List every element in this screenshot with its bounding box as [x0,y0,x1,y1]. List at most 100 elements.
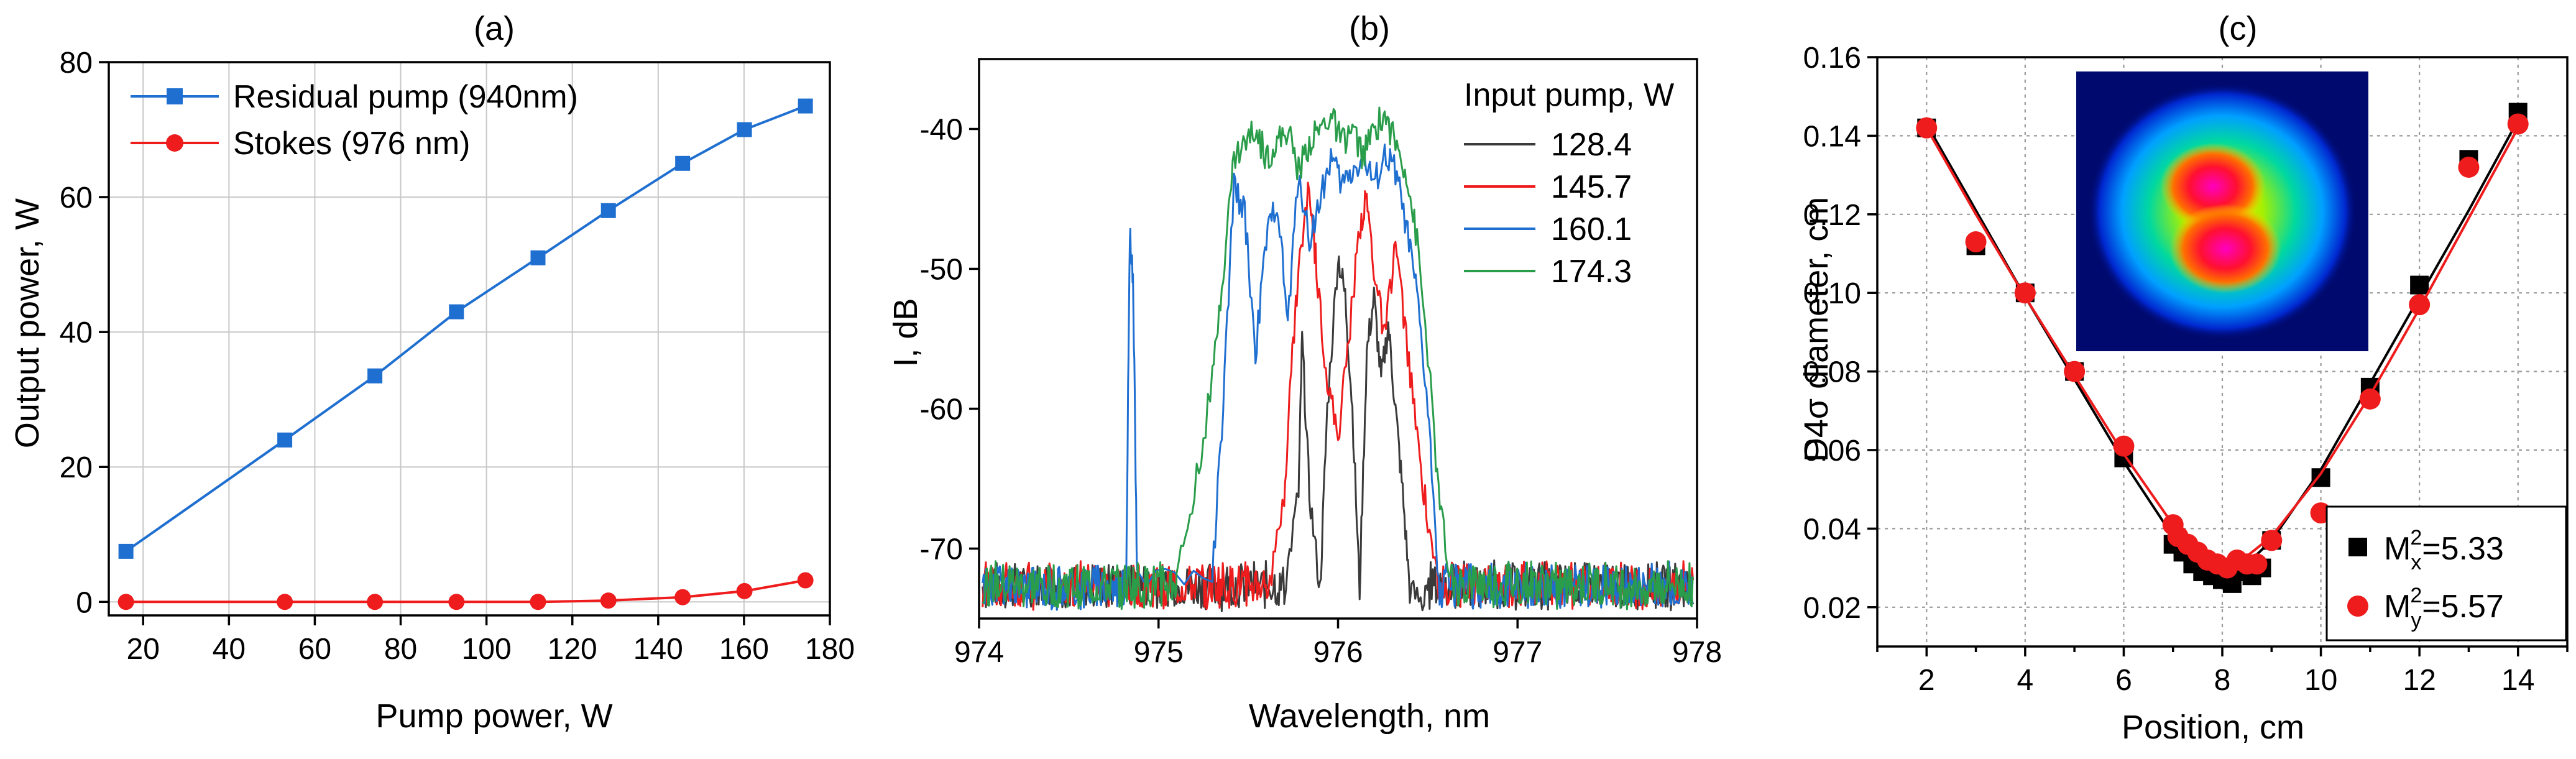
chart-a-series-1-point-0 [117,594,134,610]
chart-a-xtick-label-180: 180 [805,633,855,666]
chart-c-xtick-label-10: 10 [2304,664,2337,697]
chart-a-frame [108,61,831,617]
chart-b-ytick-label-1: -60 [920,393,963,426]
chart-c-series-0-point-18 [2410,275,2429,295]
legend-marker-mx [2348,538,2367,556]
chart-b: (b) 974 975 976 977 978 -70 -60 -50 -40 Waveleng… [887,10,1722,735]
chart-c-xtick-label-6: 6 [2115,664,2132,697]
chart-a-series-0-line [125,104,806,553]
legend-label-174: 174.3 [1551,254,1632,290]
chart-c-axes: 2 4 6 8 10 12 14 0.02 0.04 0.06 0.08 0.10 0.12 0.14 0.… [1803,42,2569,697]
legend-box-c [2325,505,2567,642]
beam-profile-inset [2076,71,2368,351]
chart-c-series-1-point-0 [1916,117,1938,139]
chart-b-xlabel: Wavelength, nm [1249,697,1490,735]
chart-a-series-1-point-2 [367,594,384,610]
chart-a-series-1-point-5 [600,592,617,609]
chart-b-series [982,106,1695,612]
chart-c-series-1-point-20 [2507,113,2529,135]
chart-a-ytick-label-4: 80 [60,47,93,80]
chart-b-ytick-label-2: -50 [920,254,963,287]
chart-c-ytick-label-1: 0.04 [1803,513,1861,546]
chart-c-ytick-label-6: 0.14 [1803,120,1861,153]
chart-a-title: (a) [474,10,515,47]
chart-b-ytick-label-0: -70 [920,533,963,566]
chart-a-series-0-point-8 [798,98,813,114]
chart-b-title: (b) [1349,10,1390,47]
chart-a-series-1-point-6 [674,589,691,605]
legend-label-160: 160.1 [1551,211,1632,247]
chart-c-series-1-point-14 [2246,553,2268,575]
chart-a-xtick-label-100: 100 [462,633,512,666]
chart-b-series-2-line [982,143,1694,611]
chart-a-ytick-label-3: 60 [60,182,93,214]
chart-c-xtick-label-12: 12 [2403,664,2436,697]
chart-c-legend: Mx2=5.33 My2=5.57 [2325,505,2567,642]
chart-a-xlabel: Pump power, W [375,697,612,735]
chart-a-xtick-label-20: 20 [127,633,160,666]
chart-a-series-1-point-7 [736,582,753,599]
chart-a-series-0-point-2 [367,368,383,384]
chart-a-series-1-point-8 [797,572,814,589]
legend-label-stokes: Stokes (976 nm) [233,126,471,162]
chart-c-xtick-label-2: 2 [1918,664,1935,697]
chart-a-xtick-label-160: 160 [719,633,769,666]
chart-b-legend: Input pump, W 128.4 145.7 160.1 174.3 [1464,77,1674,290]
chart-a-series-1-point-1 [277,594,293,610]
chart-c-series-1-point-18 [2409,294,2431,316]
legend-label-128: 128.4 [1551,127,1632,163]
chart-c-xlabel: Position, cm [2122,709,2304,746]
chart-c-xtick-label-8: 8 [2214,664,2231,697]
chart-c-series-1-point-15 [2261,530,2283,551]
chart-b-axes: 974 975 976 977 978 -70 -60 -50 -40 [920,58,1722,669]
legend-marker-my [2347,596,2368,617]
chart-b-ylabel: I, dB [887,298,924,367]
legend-label-mx: Mx2=5.33 [2384,526,2504,574]
chart-b-xtick-label-976: 976 [1313,636,1363,669]
chart-c-series-1-point-19 [2458,156,2480,178]
chart-c-xtick-label-14: 14 [2501,664,2534,697]
chart-b-series-3-line [982,106,1694,610]
chart-a-series-1-point-4 [530,594,546,610]
chart-a-series-0-point-3 [449,304,464,320]
chart-c-ylabel: D4σ diameter, cm [1798,197,1835,462]
chart-c-ytick-label-7: 0.16 [1803,42,1861,75]
chart-c-ytick-label-2: 0.06 [1803,435,1861,467]
chart-b-xtick-label-974: 974 [954,636,1004,669]
chart-c-series-1-point-3 [2064,361,2086,382]
chart-c-ytick-label-0: 0.02 [1803,592,1861,625]
chart-a-ylabel: Output power, W [9,198,46,448]
chart-c-series-1-point-4 [2113,435,2135,457]
chart-c-series [1916,103,2529,593]
legend-title-input-pump: Input pump, W [1464,77,1674,113]
legend-label-my: My2=5.57 [2384,584,2504,632]
chart-a-xtick-label-40: 40 [213,633,246,666]
chart-a-xtick-label-120: 120 [548,633,597,666]
chart-c-xtick-label-4: 4 [2017,664,2034,697]
chart-a-xtick-label-80: 80 [384,633,417,666]
legend-marker-residual-pump [167,88,183,104]
chart-a-legend: Residual pump (940nm) Stokes (976 nm) [131,79,578,162]
legend-marker-stokes [166,134,183,152]
chart-c-ytick-label-5: 0.12 [1803,199,1861,232]
chart-a-series-0-point-4 [530,250,546,265]
chart-b-xtick-label-977: 977 [1493,636,1542,669]
chart-a-ytick-label-2: 40 [60,316,93,349]
chart-a-series-0-point-1 [277,432,293,448]
chart-a-xtick-label-140: 140 [633,633,683,666]
chart-a-series-1-line [126,579,806,604]
chart-c-title: (c) [2219,10,2258,47]
legend-label-145: 145.7 [1551,169,1632,205]
chart-a-series-0-point-5 [600,203,616,218]
chart-b-xtick-label-978: 978 [1672,636,1722,669]
chart-a-ytick-label-1: 20 [60,451,93,484]
chart-b-xtick-label-975: 975 [1134,636,1184,669]
chart-c-series-1-point-17 [2359,388,2381,410]
chart-a-series [117,98,814,610]
legend-label-residual-pump: Residual pump (940nm) [233,79,578,115]
chart-a-series-1-point-3 [448,594,465,610]
chart-a-series-0-point-6 [675,155,691,171]
chart-b-ytick-label-3: -40 [920,114,963,147]
chart-a-xtick-label-60: 60 [298,633,331,666]
